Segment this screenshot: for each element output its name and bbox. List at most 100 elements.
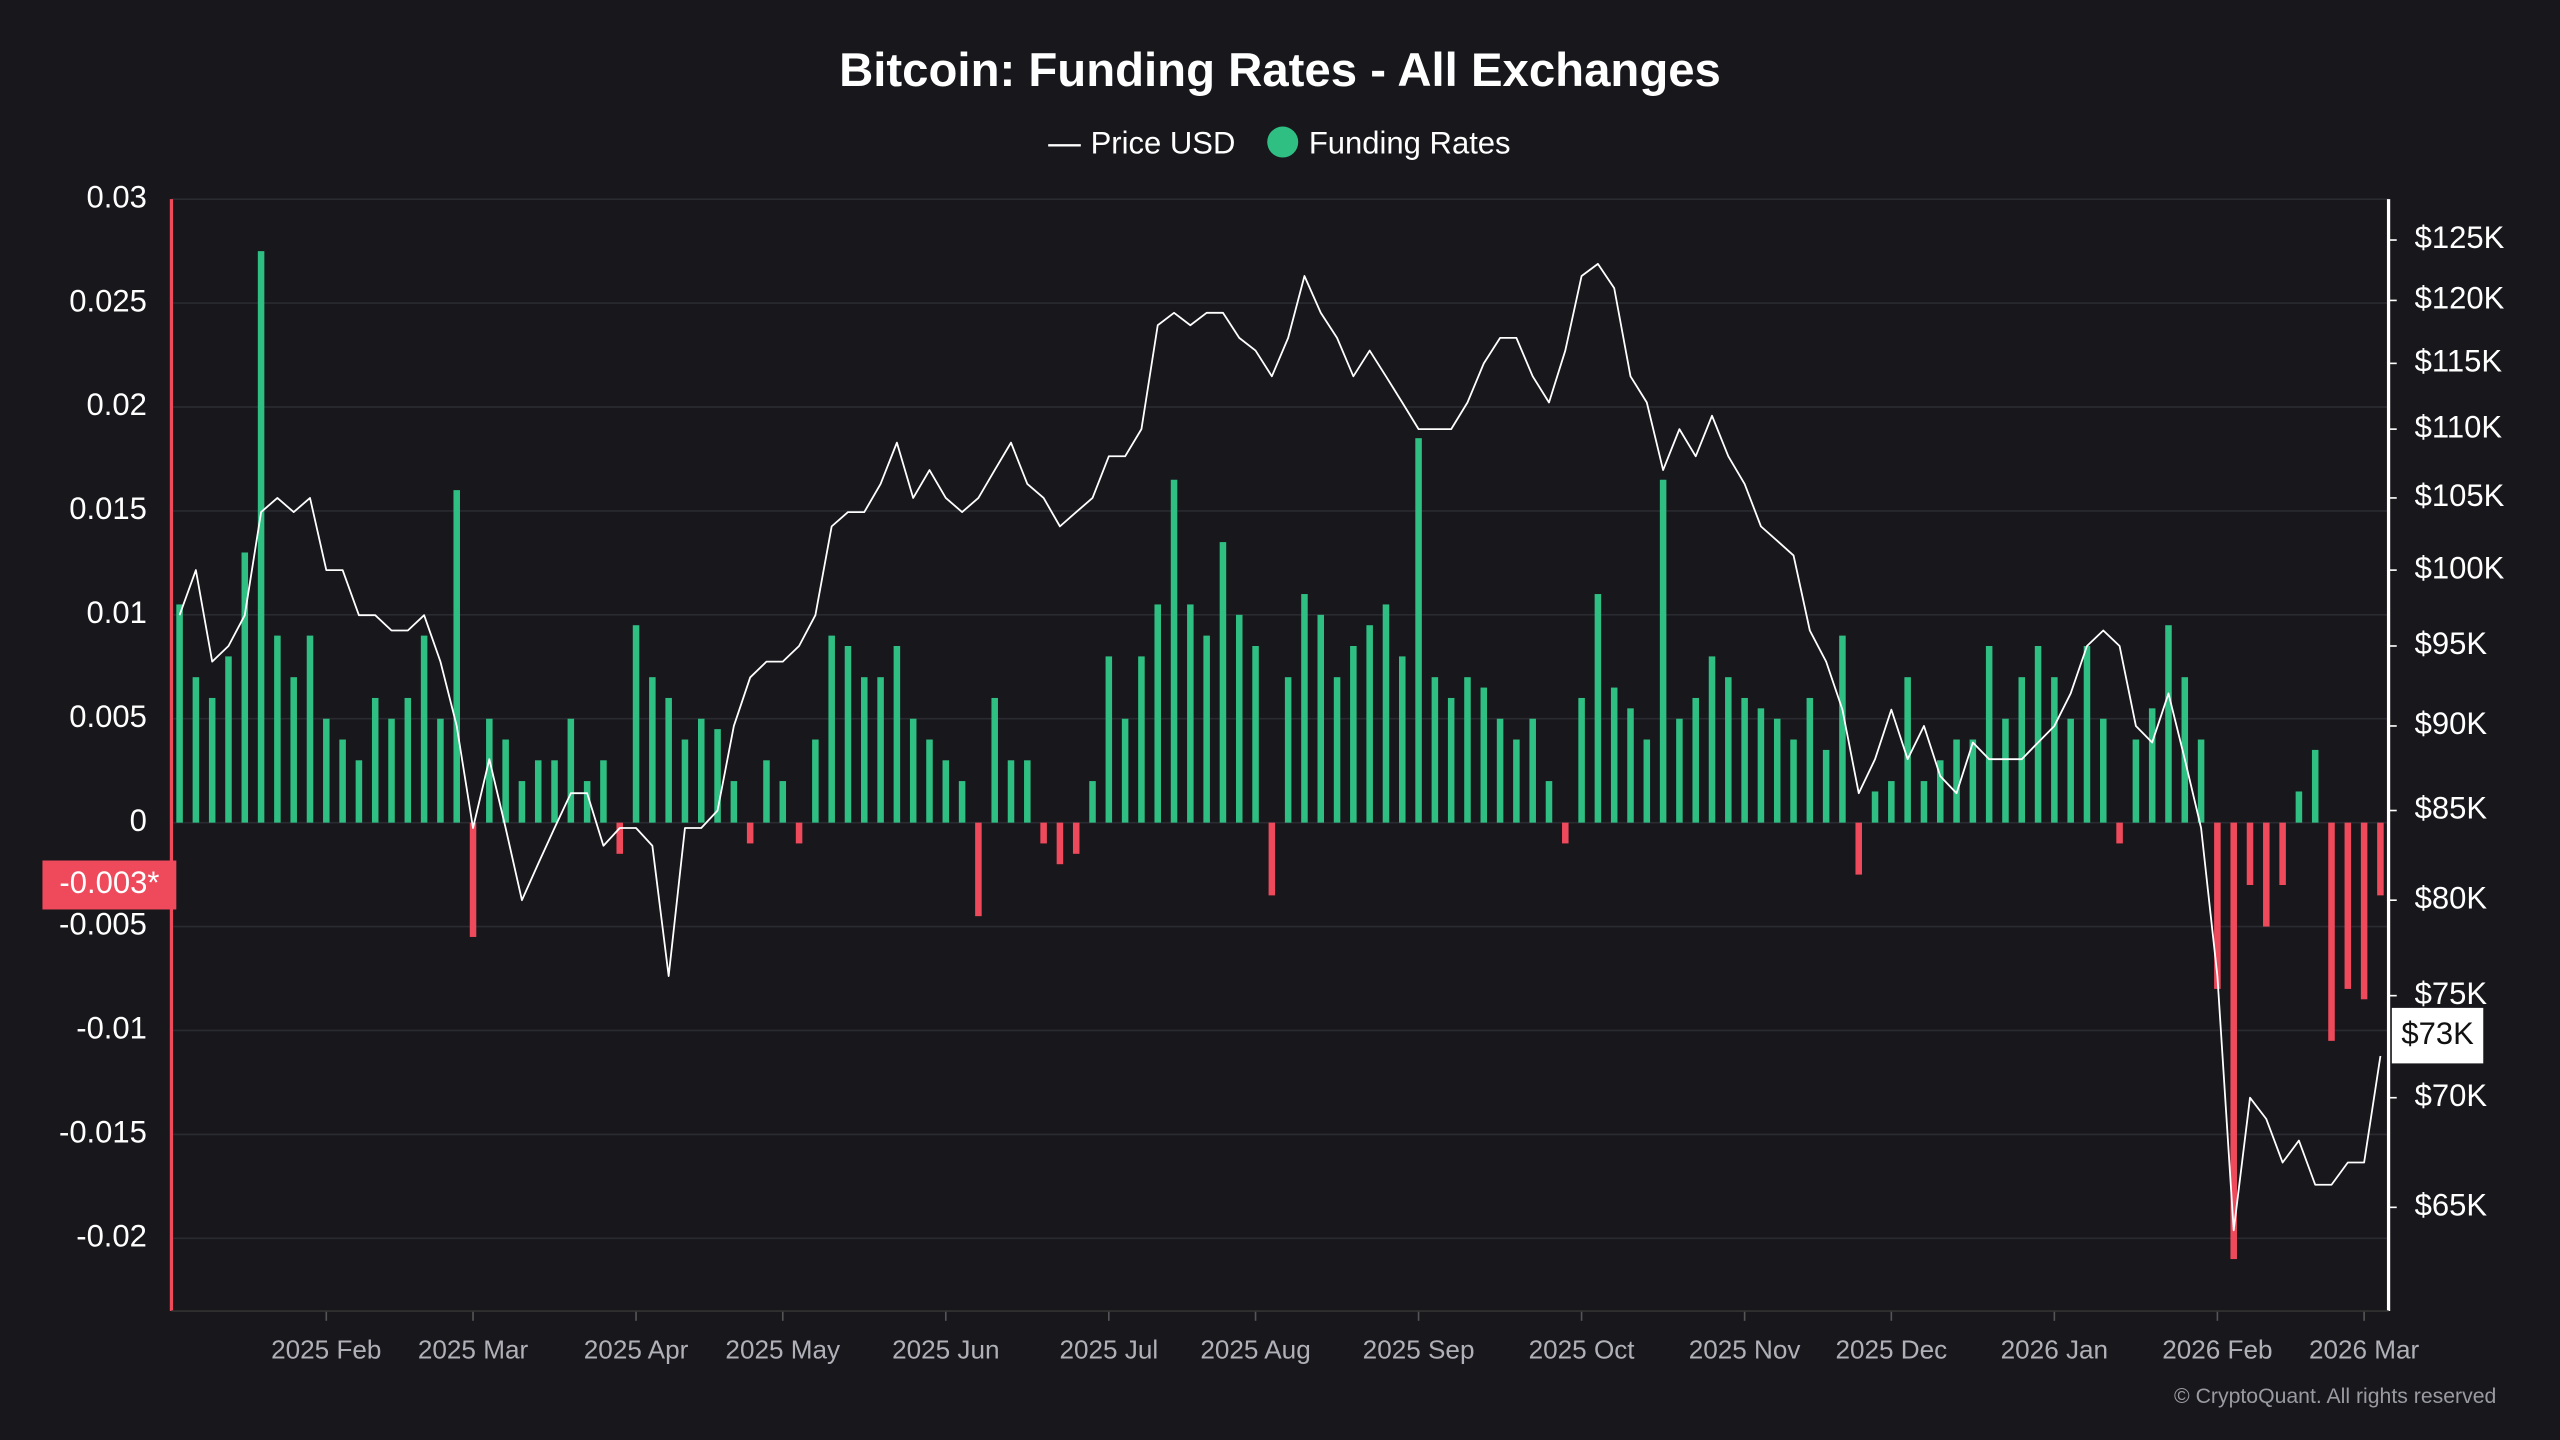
bar xyxy=(665,697,672,823)
legend-label[interactable]: Funding Rates xyxy=(1309,125,1511,160)
bar xyxy=(942,760,950,823)
bar xyxy=(2116,822,2123,844)
bar xyxy=(2148,708,2156,823)
bar xyxy=(1219,542,1227,823)
bar xyxy=(225,656,232,823)
annotation-label: -0.003* xyxy=(59,865,159,900)
bar xyxy=(2002,718,2009,823)
x-tick-label: 2026 Mar xyxy=(2309,1335,2420,1365)
legend-swatch xyxy=(1267,126,1299,158)
annotation-box xyxy=(2391,1007,2484,1064)
bar xyxy=(2214,822,2221,989)
y-tick-label: -0.01 xyxy=(76,1011,147,1046)
bar xyxy=(1187,604,1194,823)
bar xyxy=(1822,749,1830,823)
bar xyxy=(2100,718,2107,823)
bar xyxy=(1562,822,1569,844)
y2-tick-label: $125K xyxy=(2415,220,2505,255)
bar xyxy=(1725,677,1732,823)
y-tick-label: 0.02 xyxy=(87,387,147,422)
bar xyxy=(975,822,982,917)
bar xyxy=(714,729,721,823)
x-tick-label: 2025 Sep xyxy=(1363,1335,1475,1365)
bar xyxy=(1203,635,1210,823)
bar xyxy=(1741,697,1748,823)
bar xyxy=(616,822,624,854)
bar xyxy=(1431,677,1439,823)
bar xyxy=(795,822,803,844)
bar xyxy=(1529,718,1536,823)
bar xyxy=(1350,645,1357,823)
bar xyxy=(355,760,363,823)
x-tick-label: 2025 Oct xyxy=(1529,1335,1636,1365)
price-line xyxy=(178,262,2382,1232)
bar xyxy=(1480,687,1488,823)
bar xyxy=(2132,739,2140,823)
bar xyxy=(1415,438,1422,823)
bar xyxy=(1513,739,1520,823)
bar xyxy=(1627,708,1634,823)
funding-bars xyxy=(176,251,2384,1260)
annotation-box xyxy=(42,860,177,910)
bar xyxy=(1594,594,1602,823)
bar xyxy=(241,552,249,823)
bar xyxy=(2230,822,2237,1260)
y-tick-label: 0 xyxy=(130,803,147,838)
bar xyxy=(1024,760,1031,823)
legend-label[interactable]: Price USD xyxy=(1091,125,1236,160)
y-tick-label: -0.005 xyxy=(59,907,147,942)
bar xyxy=(2034,645,2042,823)
bar xyxy=(958,781,966,823)
bar xyxy=(1855,822,1863,875)
bar xyxy=(2246,822,2254,885)
bar xyxy=(828,635,835,823)
bar xyxy=(1464,677,1471,823)
x-tick-label: 2025 Dec xyxy=(1835,1335,1947,1365)
bar xyxy=(1154,604,1161,823)
bar xyxy=(1170,479,1178,823)
bar xyxy=(779,781,787,823)
bar xyxy=(1252,645,1259,823)
y-tick-label: -0.015 xyxy=(59,1115,147,1150)
bar xyxy=(1105,656,1113,823)
bar xyxy=(2197,739,2205,823)
bar xyxy=(1138,656,1145,823)
bar xyxy=(1708,656,1716,823)
bar xyxy=(1447,697,1455,823)
bar xyxy=(1496,718,1504,823)
bar xyxy=(2263,822,2270,927)
bar xyxy=(1399,656,1406,823)
bar xyxy=(2360,822,2368,1000)
bar xyxy=(681,739,689,823)
bar xyxy=(1936,760,1944,823)
footer: © CryptoQuant. All rights reserved xyxy=(2174,1385,2496,1408)
y-tick-label: 0.03 xyxy=(87,179,147,214)
bar xyxy=(649,677,656,823)
bar xyxy=(192,677,200,823)
bar xyxy=(469,822,477,937)
bar xyxy=(926,739,933,823)
bar xyxy=(1871,791,1879,823)
bar xyxy=(697,718,705,823)
bar xyxy=(877,677,884,823)
bar xyxy=(2165,625,2172,823)
x-tick-label: 2025 Jun xyxy=(892,1335,999,1365)
bar xyxy=(518,781,526,823)
bar xyxy=(2279,822,2286,885)
x-tick-label: 2025 Aug xyxy=(1200,1335,1310,1365)
x-tick-label: 2025 Nov xyxy=(1689,1335,1801,1365)
bar xyxy=(909,718,917,823)
bar xyxy=(1757,708,1765,823)
bar xyxy=(306,635,314,823)
y2-tick-label: $105K xyxy=(2415,478,2505,513)
bar xyxy=(1545,781,1553,823)
y2-tick-label: $85K xyxy=(2415,791,2488,826)
bar xyxy=(991,697,998,823)
bar xyxy=(339,739,346,823)
bar xyxy=(1366,625,1373,823)
bar xyxy=(1072,822,1080,854)
bar xyxy=(453,490,460,823)
bar xyxy=(1121,718,1129,823)
bar xyxy=(1904,677,1911,823)
